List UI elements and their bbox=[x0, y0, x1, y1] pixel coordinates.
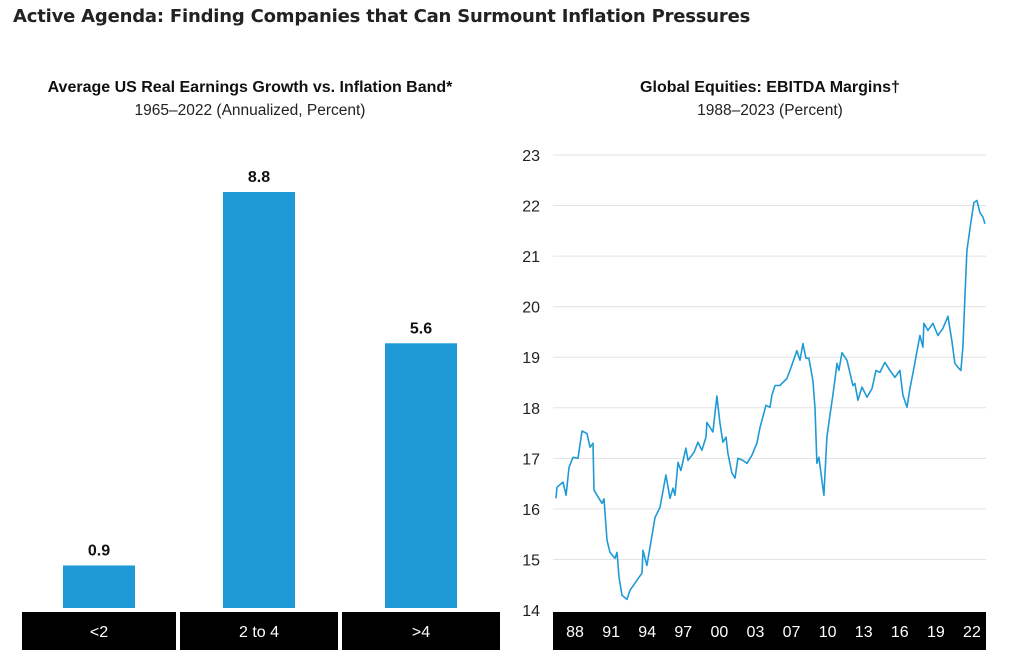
line-chart-title: Global Equities: EBITDA Margins† bbox=[640, 79, 900, 96]
x-tick-label: 22 bbox=[963, 624, 981, 641]
category-label: <2 bbox=[90, 624, 108, 641]
bar-2 bbox=[385, 343, 457, 608]
category-label: 2 to 4 bbox=[239, 624, 279, 641]
x-tick-label: 88 bbox=[566, 624, 584, 641]
ebitda-margin-line bbox=[555, 199, 986, 601]
category-cell bbox=[180, 612, 338, 650]
bar-data-label: 0.9 bbox=[88, 542, 110, 559]
line-chart-subtitle: 1988–2023 (Percent) bbox=[697, 102, 843, 119]
bar-1 bbox=[223, 192, 295, 608]
x-tick-label: 10 bbox=[819, 624, 837, 641]
y-tick-label: 15 bbox=[522, 552, 540, 569]
y-tick-label: 17 bbox=[522, 451, 540, 468]
y-tick-label: 20 bbox=[522, 300, 540, 317]
y-tick-label: 19 bbox=[522, 350, 540, 367]
x-tick-label: 13 bbox=[855, 624, 873, 641]
category-cell bbox=[342, 612, 500, 650]
bar-data-label: 8.8 bbox=[248, 169, 270, 186]
y-tick-label: 14 bbox=[522, 603, 540, 620]
x-tick-label: 03 bbox=[747, 624, 765, 641]
bar-0 bbox=[63, 565, 135, 608]
x-axis-band bbox=[553, 612, 986, 650]
y-tick-label: 23 bbox=[522, 148, 540, 165]
x-tick-label: 00 bbox=[710, 624, 728, 641]
y-tick-label: 18 bbox=[522, 401, 540, 418]
category-cell bbox=[22, 612, 176, 650]
x-tick-label: 91 bbox=[602, 624, 620, 641]
x-tick-label: 07 bbox=[783, 624, 801, 641]
page-title: Active Agenda: Finding Companies that Ca… bbox=[13, 6, 751, 27]
bar-chart-subtitle: 1965–2022 (Annualized, Percent) bbox=[134, 102, 366, 119]
x-tick-label: 16 bbox=[891, 624, 909, 641]
x-tick-label: 19 bbox=[927, 624, 945, 641]
y-tick-label: 22 bbox=[522, 199, 540, 216]
bar-chart-title: Average US Real Earnings Growth vs. Infl… bbox=[47, 79, 453, 96]
bar-data-label: 5.6 bbox=[410, 320, 432, 337]
category-label: >4 bbox=[412, 624, 430, 641]
y-tick-label: 16 bbox=[522, 502, 540, 519]
x-tick-label: 97 bbox=[674, 624, 692, 641]
y-tick-label: 21 bbox=[522, 249, 540, 266]
x-tick-label: 94 bbox=[638, 624, 656, 641]
